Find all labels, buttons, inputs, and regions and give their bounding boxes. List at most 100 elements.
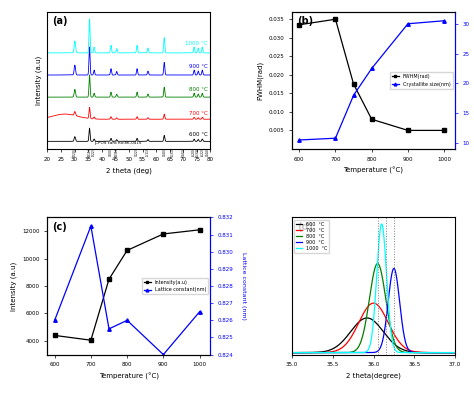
1000  °C xyxy=(449,350,455,355)
700  °C xyxy=(371,301,376,305)
Text: (311): (311) xyxy=(88,148,91,156)
600  °C xyxy=(318,350,323,355)
Crystallite size(nm) xyxy=(369,66,374,71)
800  °C xyxy=(308,350,313,355)
Lattice constant(nm) xyxy=(197,309,202,314)
700  °C xyxy=(318,350,323,355)
Line: 1000  °C: 1000 °C xyxy=(292,224,455,353)
Lattice constant(nm) xyxy=(52,318,57,323)
Intensity(a.u) xyxy=(106,277,112,282)
1000  °C xyxy=(289,350,295,355)
600  °C xyxy=(452,350,458,355)
800  °C xyxy=(318,350,323,355)
Legend: FWHM(rad), Crystallite size(nm): FWHM(rad), Crystallite size(nm) xyxy=(390,72,453,89)
900  °C xyxy=(452,350,458,355)
FWHM(rad) xyxy=(333,17,338,22)
Text: (c): (c) xyxy=(52,221,67,232)
800  °C xyxy=(449,350,455,355)
Text: (422): (422) xyxy=(135,148,139,156)
Y-axis label: Intensity (a.u): Intensity (a.u) xyxy=(36,56,42,105)
800  °C xyxy=(431,350,437,355)
Crystallite size(nm) xyxy=(333,136,338,141)
Crystallite size(nm) xyxy=(351,93,356,98)
1000  °C xyxy=(308,350,313,355)
Text: (222): (222) xyxy=(92,148,96,156)
Line: 800  °C: 800 °C xyxy=(292,264,455,353)
Legend: Intensity(a.u), Lattice constant(nm): Intensity(a.u), Lattice constant(nm) xyxy=(142,278,208,294)
X-axis label: Temperature (°C): Temperature (°C) xyxy=(344,167,403,175)
900  °C xyxy=(431,350,437,355)
900  °C xyxy=(359,350,365,355)
600  °C xyxy=(431,350,437,355)
Lattice constant(nm) xyxy=(106,327,112,331)
Text: (220): (220) xyxy=(73,148,77,156)
700  °C xyxy=(352,329,357,334)
700  °C xyxy=(449,350,455,355)
Text: (444): (444) xyxy=(206,148,210,156)
FWHM(rad) xyxy=(369,117,374,122)
Crystallite size(nm) xyxy=(296,138,302,142)
1000  °C xyxy=(318,350,323,355)
900  °C xyxy=(352,350,357,355)
1000  °C xyxy=(379,221,384,226)
Text: 700 °C: 700 °C xyxy=(189,111,208,115)
Text: 900 °C: 900 °C xyxy=(189,64,208,69)
Line: Lattice constant(nm): Lattice constant(nm) xyxy=(53,224,201,356)
Text: (440): (440) xyxy=(162,148,166,156)
Crystallite size(nm) xyxy=(405,21,411,26)
Line: Intensity(a.u): Intensity(a.u) xyxy=(53,228,201,342)
X-axis label: 2 theta (deg): 2 theta (deg) xyxy=(106,167,152,174)
900  °C xyxy=(391,266,397,271)
Line: 900  °C: 900 °C xyxy=(292,268,455,353)
X-axis label: Temperature (°C): Temperature (°C) xyxy=(99,373,159,380)
900  °C xyxy=(289,350,295,355)
Line: 600  °C: 600 °C xyxy=(292,318,455,353)
Text: (400): (400) xyxy=(109,148,113,156)
Crystallite size(nm) xyxy=(441,19,447,23)
700  °C xyxy=(452,350,458,355)
1000  °C xyxy=(352,350,357,355)
Y-axis label: Intensity (a.u): Intensity (a.u) xyxy=(10,262,17,311)
Intensity(a.u) xyxy=(88,338,94,342)
Intensity(a.u) xyxy=(52,333,57,338)
Text: 800 °C: 800 °C xyxy=(189,87,208,92)
600  °C xyxy=(289,350,295,355)
Text: JCPOS card no:86-0415: JCPOS card no:86-0415 xyxy=(94,141,142,145)
Line: 700  °C: 700 °C xyxy=(292,303,455,353)
Text: (511): (511) xyxy=(146,148,150,156)
Lattice constant(nm) xyxy=(124,318,130,323)
Y-axis label: Lattice constant (nm): Lattice constant (nm) xyxy=(241,252,246,320)
800  °C xyxy=(375,261,381,266)
600  °C xyxy=(364,316,370,320)
Intensity(a.u) xyxy=(197,227,202,232)
800  °C xyxy=(352,349,357,353)
Intensity(a.u) xyxy=(124,248,130,253)
FWHM(rad) xyxy=(296,22,302,27)
Line: FWHM(rad): FWHM(rad) xyxy=(298,17,446,132)
800  °C xyxy=(359,337,365,342)
700  °C xyxy=(359,315,365,320)
800  °C xyxy=(289,350,295,355)
Line: Crystallite size(nm): Crystallite size(nm) xyxy=(298,19,446,142)
Text: (531): (531) xyxy=(171,148,174,156)
Intensity(a.u) xyxy=(161,232,166,236)
700  °C xyxy=(431,350,437,355)
Text: (b): (b) xyxy=(297,16,313,26)
Text: 1000 °C: 1000 °C xyxy=(185,41,208,46)
600  °C xyxy=(308,350,313,355)
Text: 600 °C: 600 °C xyxy=(189,132,208,138)
800  °C xyxy=(452,350,458,355)
Y-axis label: FWHM(rad): FWHM(rad) xyxy=(256,61,263,100)
Lattice constant(nm) xyxy=(88,224,94,229)
Text: (d): (d) xyxy=(297,221,313,232)
Lattice constant(nm) xyxy=(161,352,166,357)
FWHM(rad) xyxy=(441,128,447,133)
700  °C xyxy=(308,350,313,355)
600  °C xyxy=(449,350,455,355)
Text: (331): (331) xyxy=(115,148,118,156)
1000  °C xyxy=(359,350,365,355)
600  °C xyxy=(359,318,365,322)
900  °C xyxy=(449,350,455,355)
900  °C xyxy=(318,350,323,355)
Text: (533): (533) xyxy=(196,148,200,156)
